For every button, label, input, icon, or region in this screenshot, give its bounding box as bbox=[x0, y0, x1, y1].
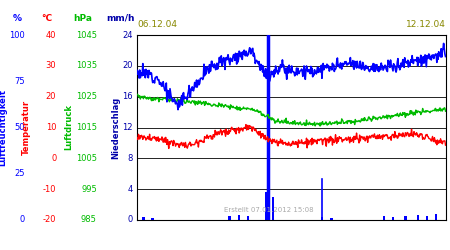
Text: 12: 12 bbox=[122, 123, 133, 132]
Text: 0: 0 bbox=[127, 216, 133, 224]
Bar bbox=[382, 216, 385, 220]
Text: 30: 30 bbox=[45, 61, 56, 70]
Text: 20: 20 bbox=[122, 61, 133, 70]
Text: 06.12.04: 06.12.04 bbox=[137, 20, 177, 30]
Text: 995: 995 bbox=[81, 185, 97, 194]
Bar bbox=[247, 216, 249, 220]
Text: 12.12.04: 12.12.04 bbox=[405, 20, 446, 30]
Text: 50: 50 bbox=[14, 123, 25, 132]
Bar bbox=[266, 192, 268, 220]
Text: 0: 0 bbox=[51, 154, 56, 163]
Text: 75: 75 bbox=[14, 77, 25, 86]
Text: Luftfeuchtigkeit: Luftfeuchtigkeit bbox=[0, 89, 8, 166]
Text: 100: 100 bbox=[9, 30, 25, 40]
Text: 985: 985 bbox=[81, 216, 97, 224]
Bar bbox=[229, 216, 231, 220]
Bar bbox=[435, 214, 437, 220]
Bar bbox=[392, 218, 394, 220]
Text: hPa: hPa bbox=[74, 14, 93, 23]
Text: 16: 16 bbox=[122, 92, 133, 101]
Text: Erstellt 07.01.2012 15:08: Erstellt 07.01.2012 15:08 bbox=[224, 206, 313, 212]
Text: Luftdruck: Luftdruck bbox=[64, 104, 73, 150]
Text: 1045: 1045 bbox=[76, 30, 97, 40]
Bar bbox=[152, 218, 154, 220]
Text: 1015: 1015 bbox=[76, 123, 97, 132]
Text: 25: 25 bbox=[14, 169, 25, 178]
Text: mm/h: mm/h bbox=[106, 14, 135, 23]
Bar bbox=[272, 197, 274, 220]
Bar bbox=[321, 218, 324, 220]
Text: °C: °C bbox=[41, 14, 52, 23]
Text: 1025: 1025 bbox=[76, 92, 97, 101]
Text: %: % bbox=[13, 14, 22, 23]
Text: 40: 40 bbox=[46, 30, 56, 40]
Text: -20: -20 bbox=[43, 216, 56, 224]
Bar bbox=[142, 218, 144, 220]
Text: 24: 24 bbox=[122, 30, 133, 40]
Bar bbox=[404, 216, 407, 220]
Text: 1005: 1005 bbox=[76, 154, 97, 163]
Text: Niederschlag: Niederschlag bbox=[112, 96, 121, 159]
Text: 1035: 1035 bbox=[76, 61, 97, 70]
Bar bbox=[417, 215, 419, 220]
Text: 20: 20 bbox=[46, 92, 56, 101]
Bar bbox=[330, 218, 333, 220]
Text: 8: 8 bbox=[127, 154, 133, 163]
Text: Temperatur: Temperatur bbox=[22, 100, 31, 155]
Text: 4: 4 bbox=[127, 185, 133, 194]
Bar bbox=[426, 216, 428, 220]
Bar bbox=[238, 215, 240, 220]
Text: 0: 0 bbox=[19, 216, 25, 224]
Text: 10: 10 bbox=[46, 123, 56, 132]
Text: -10: -10 bbox=[43, 185, 56, 194]
